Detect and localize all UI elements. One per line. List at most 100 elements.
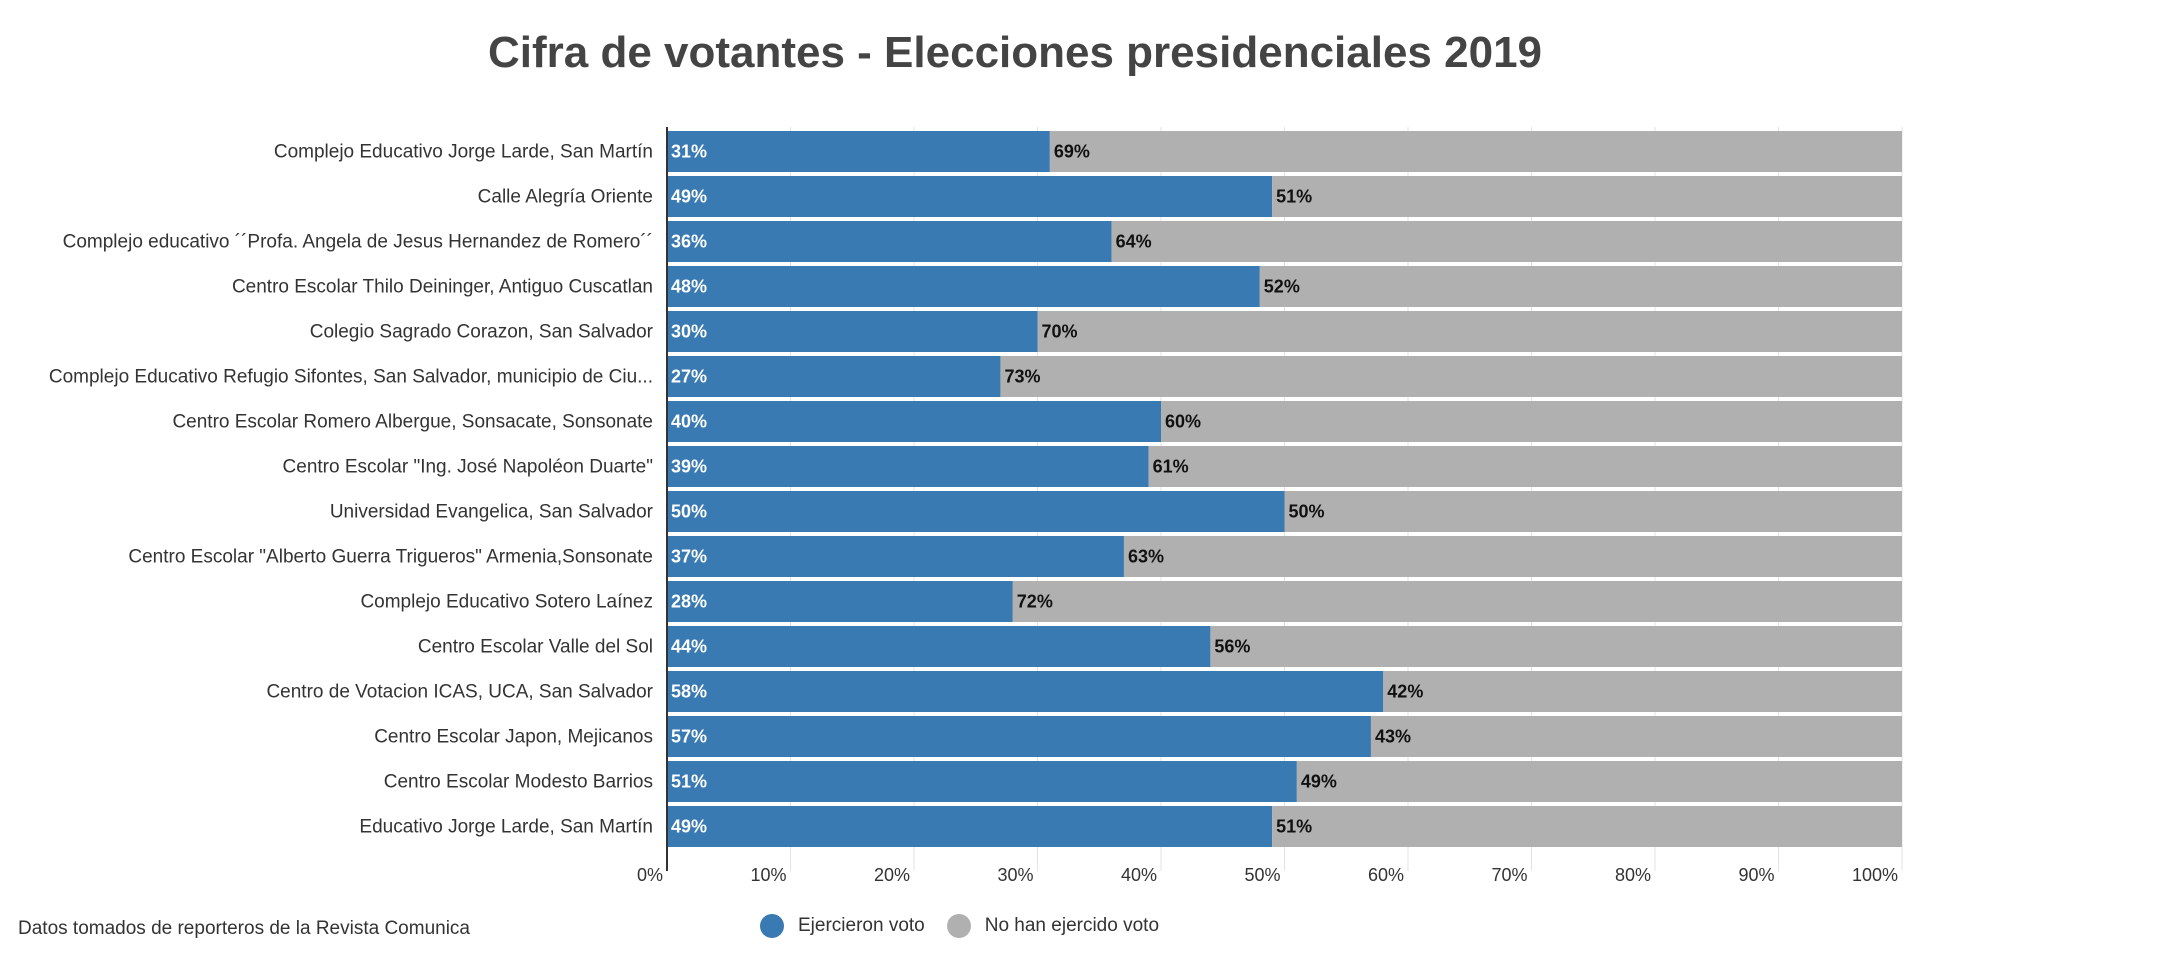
bar-not-voted[interactable] bbox=[1272, 806, 1902, 847]
bar-voted[interactable] bbox=[667, 536, 1124, 577]
category-label: Centro Escolar "Ing. José Napoléon Duart… bbox=[283, 457, 653, 478]
bar-voted[interactable] bbox=[667, 266, 1260, 307]
bar-not-voted[interactable] bbox=[1272, 176, 1902, 217]
data-label-voted: 30% bbox=[671, 322, 707, 342]
category-label: Complejo Educativo Refugio Sifontes, San… bbox=[49, 367, 653, 388]
bar-voted[interactable] bbox=[667, 491, 1285, 532]
data-label-voted: 36% bbox=[671, 232, 707, 252]
x-tick-label: 10% bbox=[750, 865, 786, 885]
data-label-not-voted: 73% bbox=[1004, 367, 1040, 387]
category-label: Colegio Sagrado Corazon, San Salvador bbox=[310, 322, 654, 343]
data-label-not-voted: 52% bbox=[1264, 277, 1300, 297]
legend-label-voted: Ejercieron voto bbox=[798, 915, 925, 936]
bar-not-voted[interactable] bbox=[1037, 311, 1903, 352]
x-tick-label: 30% bbox=[997, 865, 1033, 885]
legend-swatch-not-voted bbox=[946, 914, 971, 938]
bar-not-voted[interactable] bbox=[1049, 131, 1902, 172]
category-label: Complejo educativo ´´Profa. Angela de Je… bbox=[63, 232, 653, 253]
data-label-voted: 27% bbox=[671, 367, 707, 387]
category-label: Complejo Educativo Sotero Laínez bbox=[360, 592, 653, 613]
legend: Ejercieron voto No han ejercido voto bbox=[760, 914, 1181, 938]
data-label-not-voted: 50% bbox=[1289, 502, 1325, 522]
category-label: Universidad Evangelica, San Salvador bbox=[330, 502, 654, 523]
data-label-not-voted: 60% bbox=[1165, 412, 1201, 432]
data-label-not-voted: 61% bbox=[1153, 457, 1189, 477]
data-label-not-voted: 49% bbox=[1301, 772, 1337, 792]
data-label-voted: 48% bbox=[671, 277, 707, 297]
chart-title: Cifra de votantes - Elecciones presidenc… bbox=[487, 28, 1543, 77]
x-tick-label: 100% bbox=[1852, 865, 1898, 885]
bar-not-voted[interactable] bbox=[1284, 491, 1903, 532]
x-tick-label: 70% bbox=[1491, 865, 1527, 885]
data-label-voted: 28% bbox=[671, 592, 707, 612]
bar-voted[interactable] bbox=[667, 356, 1001, 397]
category-label: Centro Escolar Japon, Mejicanos bbox=[374, 727, 653, 748]
data-label-not-voted: 70% bbox=[1042, 322, 1078, 342]
bar-voted[interactable] bbox=[667, 716, 1371, 757]
data-label-not-voted: 72% bbox=[1017, 592, 1053, 612]
bar-chart: 31% 69% 49% 51% 36% 64% 48% 52% 30% 70% 27% 73% 40% 6… bbox=[49, 127, 1903, 885]
category-label: Educativo Jorge Larde, San Martín bbox=[359, 817, 653, 838]
x-tick-label: 60% bbox=[1368, 865, 1404, 885]
bar-voted[interactable] bbox=[667, 761, 1297, 802]
source-note: Datos tomados de reporteros de la Revist… bbox=[18, 918, 471, 939]
bar-not-voted[interactable] bbox=[1148, 446, 1902, 487]
data-label-not-voted: 51% bbox=[1276, 187, 1312, 207]
data-label-voted: 51% bbox=[671, 772, 707, 792]
x-tick-label: 0% bbox=[637, 865, 663, 885]
data-label-not-voted: 64% bbox=[1116, 232, 1152, 252]
category-label: Centro Escolar "Alberto Guerra Trigueros… bbox=[128, 547, 653, 568]
data-label-not-voted: 51% bbox=[1276, 817, 1312, 837]
bar-not-voted[interactable] bbox=[1012, 581, 1902, 622]
data-label-voted: 57% bbox=[671, 727, 707, 747]
bar-voted[interactable] bbox=[667, 626, 1211, 667]
bar-voted[interactable] bbox=[667, 176, 1273, 217]
bar-not-voted[interactable] bbox=[1370, 716, 1902, 757]
x-tick-label: 50% bbox=[1244, 865, 1280, 885]
x-tick-label: 40% bbox=[1121, 865, 1157, 885]
bar-voted[interactable] bbox=[667, 581, 1013, 622]
x-tick-label: 80% bbox=[1615, 865, 1651, 885]
bar-voted[interactable] bbox=[667, 671, 1384, 712]
data-label-voted: 37% bbox=[671, 547, 707, 567]
category-label: Centro Escolar Thilo Deininger, Antiguo … bbox=[232, 277, 653, 298]
category-label: Centro Escolar Modesto Barrios bbox=[384, 772, 653, 793]
bar-voted[interactable] bbox=[667, 311, 1038, 352]
category-labels: Complejo Educativo Jorge Larde, San Mart… bbox=[49, 142, 654, 838]
category-label: Complejo Educativo Jorge Larde, San Mart… bbox=[274, 142, 653, 163]
bar-voted[interactable] bbox=[667, 221, 1112, 262]
category-label: Centro Escolar Valle del Sol bbox=[418, 637, 653, 658]
bar-not-voted[interactable] bbox=[1383, 671, 1902, 712]
bar-not-voted[interactable] bbox=[1111, 221, 1902, 262]
data-label-voted: 40% bbox=[671, 412, 707, 432]
data-label-voted: 58% bbox=[671, 682, 707, 702]
bars: 31% 69% 49% 51% 36% 64% 48% 52% 30% 70% 27% 73% 40% 6… bbox=[667, 131, 1902, 847]
legend-item-not-voted[interactable]: No han ejercido voto bbox=[946, 914, 1160, 938]
x-axis-ticks: 0% 10% 20% 30% 40% 50% 60% 70% 80% 90% 100% bbox=[637, 865, 1898, 885]
category-label: Centro Escolar Romero Albergue, Sonsacat… bbox=[172, 412, 653, 433]
data-label-voted: 49% bbox=[671, 187, 707, 207]
category-label: Centro de Votacion ICAS, UCA, San Salvad… bbox=[266, 682, 653, 703]
x-tick-label: 20% bbox=[874, 865, 910, 885]
legend-item-voted[interactable]: Ejercieron voto bbox=[760, 914, 925, 938]
category-label: Calle Alegría Oriente bbox=[478, 187, 653, 208]
data-label-not-voted: 42% bbox=[1387, 682, 1423, 702]
bar-not-voted[interactable] bbox=[1000, 356, 1902, 397]
bar-voted[interactable] bbox=[667, 446, 1149, 487]
data-label-not-voted: 56% bbox=[1214, 637, 1250, 657]
data-label-voted: 49% bbox=[671, 817, 707, 837]
data-label-voted: 44% bbox=[671, 637, 707, 657]
bar-not-voted[interactable] bbox=[1296, 761, 1902, 802]
x-tick-label: 90% bbox=[1738, 865, 1774, 885]
data-label-voted: 50% bbox=[671, 502, 707, 522]
data-label-voted: 31% bbox=[671, 142, 707, 162]
bar-not-voted[interactable] bbox=[1123, 536, 1902, 577]
bar-voted[interactable] bbox=[667, 401, 1161, 442]
bar-voted[interactable] bbox=[667, 806, 1273, 847]
data-label-not-voted: 43% bbox=[1375, 727, 1411, 747]
bar-not-voted[interactable] bbox=[1259, 266, 1902, 307]
bar-voted[interactable] bbox=[667, 131, 1050, 172]
legend-label-not-voted: No han ejercido voto bbox=[984, 915, 1160, 936]
bar-not-voted[interactable] bbox=[1210, 626, 1902, 667]
bar-not-voted[interactable] bbox=[1161, 401, 1902, 442]
